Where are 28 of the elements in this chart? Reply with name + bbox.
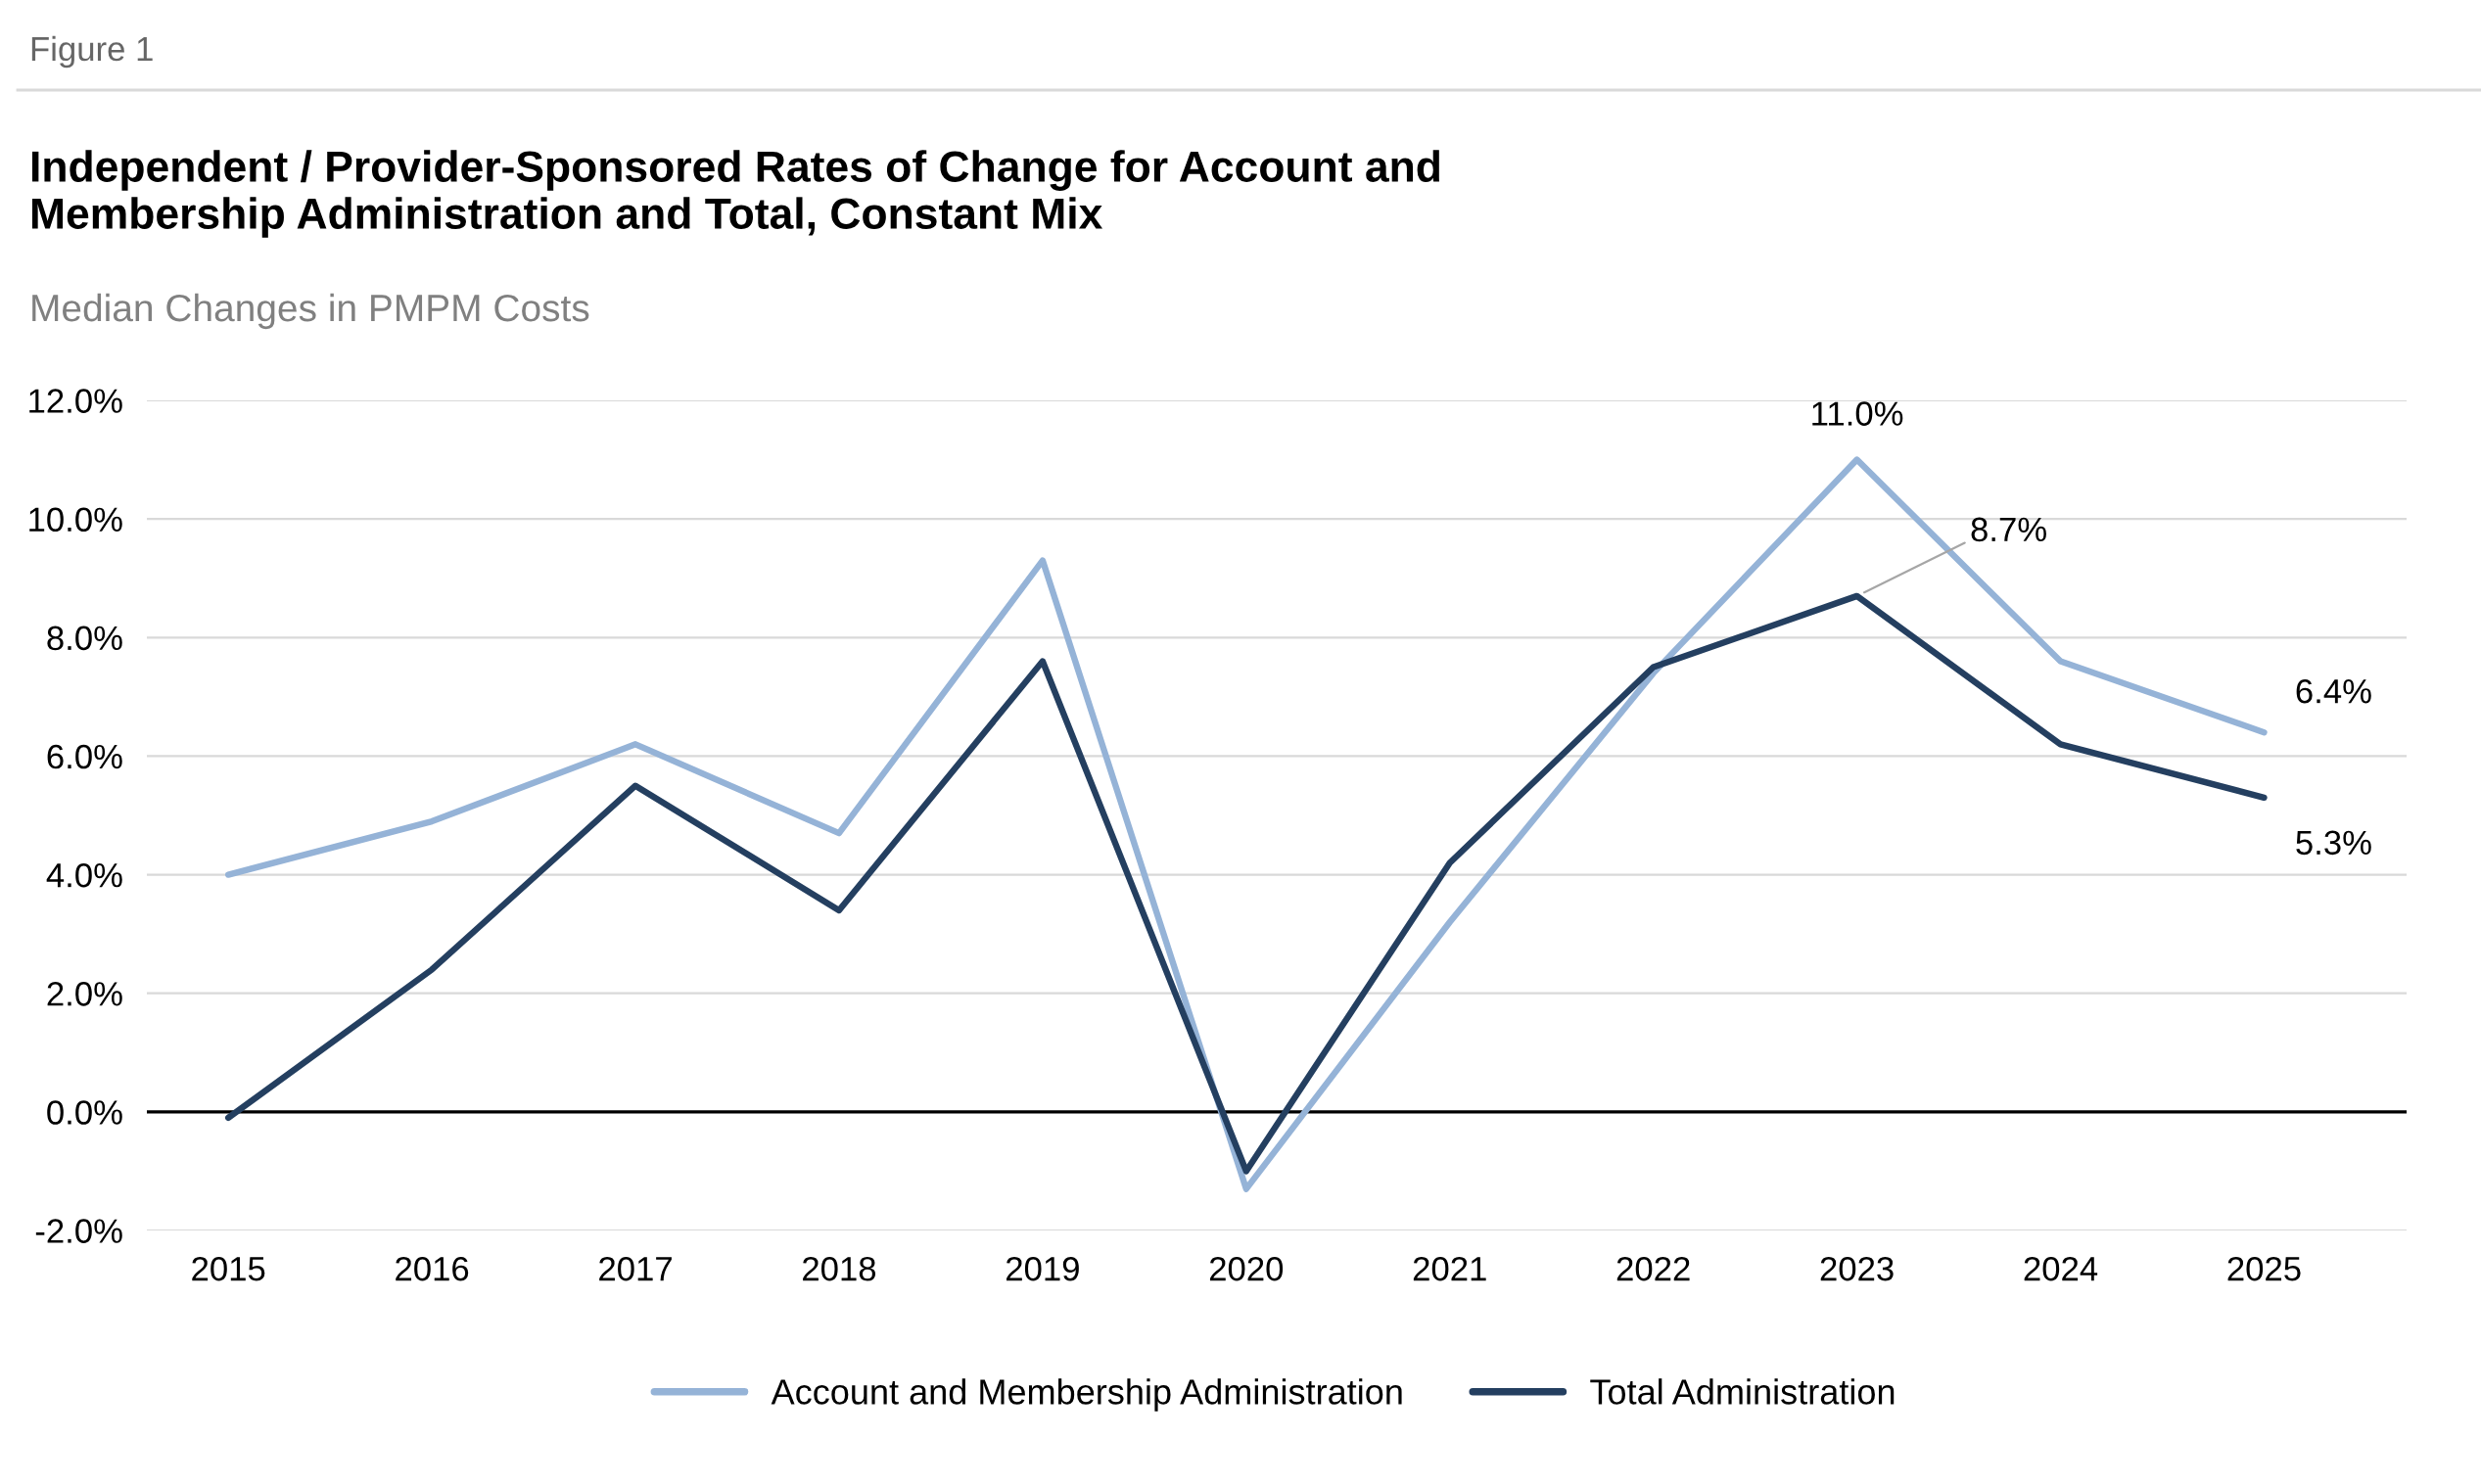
- x-tick-label: 2019: [1006, 1256, 1079, 1281]
- x-tick-label: 2020: [1209, 1256, 1284, 1281]
- x-tick-label: 2025: [2227, 1256, 2301, 1281]
- caption: Figure 1: [31, 35, 153, 69]
- y-tick-label: 12.0%: [29, 389, 122, 413]
- x-tick-label: 2018: [803, 1256, 876, 1281]
- x-tick-label: 2016: [396, 1256, 469, 1281]
- y-tick-label: 8.0%: [47, 626, 122, 651]
- y-tick-label: 2.0%: [47, 982, 122, 1006]
- data-label: 6.4%: [2296, 678, 2371, 704]
- data-label: 11.0%: [1812, 401, 1903, 426]
- legend-label: Total Administration: [1590, 1378, 1895, 1405]
- y-tick-label: 6.0%: [47, 744, 122, 769]
- y-tick-label: 0.0%: [47, 1100, 122, 1125]
- y-tick-label: 4.0%: [46, 862, 122, 888]
- data-label: 5.3%: [2296, 830, 2371, 856]
- x-tick-label: 2015: [192, 1256, 265, 1281]
- x-tick-label: 2017: [599, 1256, 672, 1281]
- x-tick-label: 2024: [2024, 1256, 2098, 1281]
- x-tick-label: 2022: [1616, 1256, 1690, 1281]
- y-tick-label: -2.0%: [35, 1219, 122, 1243]
- x-tick-label: 2023: [1820, 1256, 1894, 1281]
- data-label: 8.7%: [1971, 517, 2046, 542]
- chart-title: Independent / Provider-Sponsored Rates of Change for Account and Membership Administration and Total, Constant Mix: [31, 150, 1439, 238]
- chart-subtitle: Median Changes in PMPM Costs: [32, 293, 589, 330]
- x-tick-label: 2021: [1413, 1256, 1486, 1281]
- y-tick-label: 10.0%: [29, 507, 122, 533]
- legend-label: Account and Membership Administration: [771, 1378, 1402, 1412]
